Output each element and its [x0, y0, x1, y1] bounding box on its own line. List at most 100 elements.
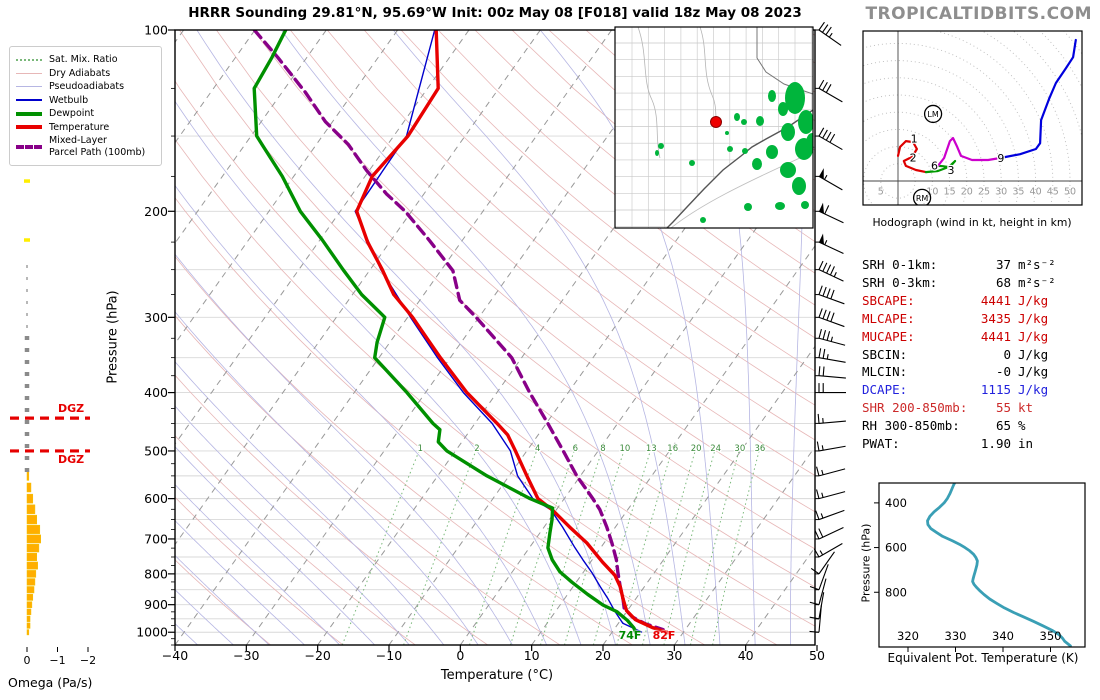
legend-item: Mixed-Layer Parcel Path (100mb) — [16, 135, 155, 158]
stat-row: MLCIN: -0 J/kg — [858, 363, 1095, 381]
stat-label: SRH 0-1km: — [862, 257, 938, 272]
svg-text:LM: LM — [927, 110, 938, 119]
svg-text:20: 20 — [595, 648, 611, 663]
svg-text:10: 10 — [619, 444, 630, 454]
stat-unit: m²s⁻² — [1018, 257, 1056, 272]
svg-text:1000: 1000 — [136, 625, 168, 640]
stat-label: PWAT: — [862, 436, 900, 452]
brand-logo: TROPICALTIDBITS.COM — [865, 4, 1092, 24]
dgz-label-upper: DGZ — [58, 402, 85, 415]
svg-text:24: 24 — [710, 444, 721, 454]
svg-text:500: 500 — [144, 443, 168, 458]
stat-value: 55 — [995, 400, 1011, 416]
thetae-x-label: Equivalent Pot. Temperature (K) — [887, 651, 1079, 665]
surface-dewpoint-label: 74F — [618, 629, 642, 642]
svg-text:100: 100 — [144, 23, 168, 38]
pressure-axis-label: Pressure (hPa) — [105, 290, 121, 384]
svg-text:8: 8 — [600, 444, 605, 454]
svg-text:320: 320 — [897, 629, 919, 643]
legend-swatch — [16, 86, 42, 88]
svg-text:−30: −30 — [233, 648, 259, 663]
svg-text:−1: −1 — [49, 654, 65, 667]
svg-text:2: 2 — [910, 151, 917, 164]
svg-text:30: 30 — [995, 187, 1007, 198]
stat-label: DCAPE: — [862, 382, 908, 398]
svg-text:6: 6 — [931, 160, 938, 173]
stat-value: 4441 — [980, 292, 1011, 308]
legend-item: Temperature — [16, 122, 155, 134]
stat-label: MLCIN: — [862, 364, 908, 380]
legend-label: Mixed-Layer Parcel Path (100mb) — [49, 135, 146, 158]
svg-text:30: 30 — [666, 648, 682, 663]
stat-unit: m²s⁻² — [1018, 274, 1056, 290]
legend-item: Pseudoadiabats — [16, 81, 155, 93]
stat-unit: J/kg — [1018, 382, 1049, 398]
legend-swatch — [16, 125, 42, 130]
stat-label: SBCAPE: — [862, 292, 915, 308]
svg-text:35: 35 — [1012, 187, 1024, 198]
stat-value: 3435 — [980, 310, 1011, 326]
stat-row: MUCAPE: 4441 J/kg — [858, 328, 1095, 346]
stat-value: -0 — [995, 364, 1011, 380]
svg-text:20: 20 — [691, 444, 702, 454]
stat-label: MLCAPE: — [862, 310, 915, 326]
svg-text:1: 1 — [418, 444, 423, 454]
stat-label: SHR 200-850mb: — [862, 400, 968, 416]
svg-text:6: 6 — [573, 444, 578, 454]
svg-text:4: 4 — [535, 444, 540, 454]
stat-value: 68 — [995, 274, 1011, 290]
stat-row: SBCAPE: 4441 J/kg — [858, 292, 1095, 310]
svg-text:800: 800 — [144, 566, 168, 581]
svg-text:700: 700 — [144, 531, 168, 546]
stat-row: SHR 200-850mb: 55 kt — [858, 399, 1095, 417]
temperature-axis-label: Temperature (°C) — [440, 668, 554, 683]
stat-label: SRH 0-3km: — [862, 274, 938, 290]
svg-text:600: 600 — [885, 541, 907, 555]
stat-row: MLCAPE: 3435 J/kg — [858, 310, 1095, 328]
svg-text:20: 20 — [961, 187, 973, 198]
dgz-label-lower: DGZ — [58, 453, 85, 466]
svg-text:350: 350 — [1040, 629, 1062, 643]
legend-swatch — [16, 99, 42, 102]
svg-text:25: 25 — [978, 187, 990, 198]
svg-text:2: 2 — [474, 444, 479, 454]
svg-text:9: 9 — [997, 152, 1004, 165]
legend-label: Wetbulb — [49, 94, 89, 106]
svg-text:3: 3 — [947, 164, 954, 177]
legend-swatch — [16, 144, 42, 149]
svg-text:400: 400 — [144, 385, 168, 400]
legend-item: Dewpoint — [16, 108, 155, 120]
svg-text:600: 600 — [144, 491, 168, 506]
svg-text:50: 50 — [809, 648, 825, 663]
legend-label: Sat. Mix. Ratio — [49, 54, 118, 65]
legend-label: Dry Adiabats — [49, 67, 111, 79]
svg-text:10: 10 — [524, 648, 540, 663]
stat-unit: % — [1018, 418, 1026, 434]
svg-text:40: 40 — [738, 648, 754, 663]
legend-label: Dewpoint — [49, 108, 95, 119]
stat-unit: J/kg — [1018, 328, 1049, 344]
stat-value: 1.90 — [980, 436, 1011, 452]
svg-text:300: 300 — [144, 310, 168, 325]
stat-unit: J/kg — [1018, 310, 1049, 326]
svg-text:0: 0 — [24, 654, 31, 667]
svg-text:RM: RM — [916, 194, 929, 203]
svg-text:900: 900 — [144, 597, 168, 612]
svg-text:36: 36 — [754, 444, 765, 454]
svg-text:200: 200 — [144, 204, 168, 219]
stat-label: MUCAPE: — [862, 328, 915, 344]
svg-text:5: 5 — [878, 187, 884, 198]
stat-row: DCAPE: 1115 J/kg — [858, 381, 1095, 399]
legend-swatch — [16, 58, 42, 61]
svg-text:330: 330 — [945, 629, 967, 643]
svg-text:−40: −40 — [162, 648, 188, 663]
svg-text:−2: −2 — [80, 654, 96, 667]
legend-swatch — [16, 72, 42, 74]
svg-text:0: 0 — [456, 648, 464, 663]
stat-unit: J/kg — [1018, 292, 1049, 308]
legend-label: Temperature — [49, 121, 110, 133]
svg-text:15: 15 — [944, 187, 956, 198]
legend-box: Sat. Mix. Ratio Dry Adiabats Pseudoadiabat… — [9, 46, 162, 166]
stat-unit: J/kg — [1018, 364, 1049, 380]
